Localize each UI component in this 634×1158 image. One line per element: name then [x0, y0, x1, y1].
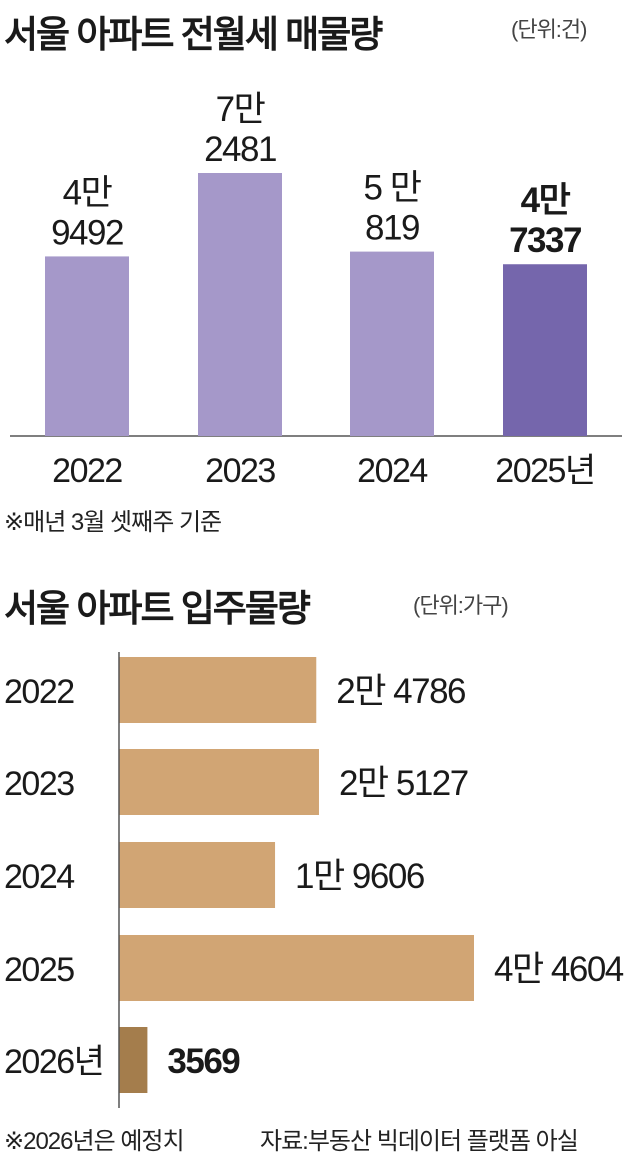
- chart1-value-label-0-0: 4만: [63, 173, 112, 212]
- chart1-value-label-0-1: 9492: [51, 213, 123, 252]
- chart2-value-label-0: 2만 4786: [336, 672, 465, 711]
- chart2-title: 서울 아파트 입주물량: [4, 588, 311, 629]
- chart1-value-label-3-1: 7337: [509, 221, 581, 260]
- chart2-category-label-3: 2025: [4, 951, 74, 989]
- chart1-tick-label-2: 2024: [357, 452, 427, 490]
- chart1-tick-label-1: 2023: [205, 452, 275, 490]
- chart2-plot: 2만 4786 2022 2만 5127 2023 1만 9606 2024 4만 4604…: [4, 652, 625, 1108]
- chart2-note: ※2026년은 예정치: [4, 1128, 185, 1155]
- chart1-bar-2: [350, 251, 434, 436]
- chart2-value-label-2: 1만 9606: [295, 857, 424, 896]
- chart1-bar-3: [503, 264, 587, 436]
- chart1-bar-1: [198, 173, 282, 436]
- chart2-category-label-1: 2023: [4, 765, 74, 803]
- chart2-value-label-1: 2만 5127: [339, 764, 468, 803]
- chart2-value-label-3: 4만 4604: [494, 950, 624, 989]
- chart2-bar-3: [119, 935, 474, 1001]
- chart1-value-label-1-0: 7만: [216, 90, 265, 129]
- chart2-category-label-0: 2022: [4, 673, 74, 711]
- chart2-source: 자료:부동산 빅데이터 플랫폼 아실: [260, 1128, 579, 1155]
- chart1-bar-0: [45, 256, 129, 436]
- chart2-bar-2: [119, 842, 276, 908]
- chart2-value-label-4: 3569: [167, 1042, 240, 1081]
- chart1-tick-label-3: 2025년: [495, 452, 594, 490]
- chart1-value-label-3-0: 4만: [521, 181, 571, 220]
- chart1-value-label-1-1: 2481: [204, 130, 276, 169]
- chart2-category-label-4: 2026년: [4, 1043, 103, 1081]
- chart1-note: ※매년 3월 셋째주 기준: [4, 509, 222, 536]
- chart2-bar-4: [119, 1027, 148, 1093]
- chart1-value-label-2-1: 819: [365, 209, 419, 248]
- chart2-bar-1: [119, 749, 319, 815]
- chart2-category-label-2: 2024: [4, 858, 74, 896]
- chart2-bar-0: [119, 657, 317, 723]
- chart2-unit: (단위:가구): [413, 593, 509, 618]
- chart1-tick-label-0: 2022: [52, 452, 122, 490]
- chart1-title: 서울 아파트 전월세 매물량: [4, 14, 383, 55]
- chart1-unit: (단위:건): [511, 17, 587, 42]
- chart1-value-label-2-0: 5 만: [364, 169, 421, 208]
